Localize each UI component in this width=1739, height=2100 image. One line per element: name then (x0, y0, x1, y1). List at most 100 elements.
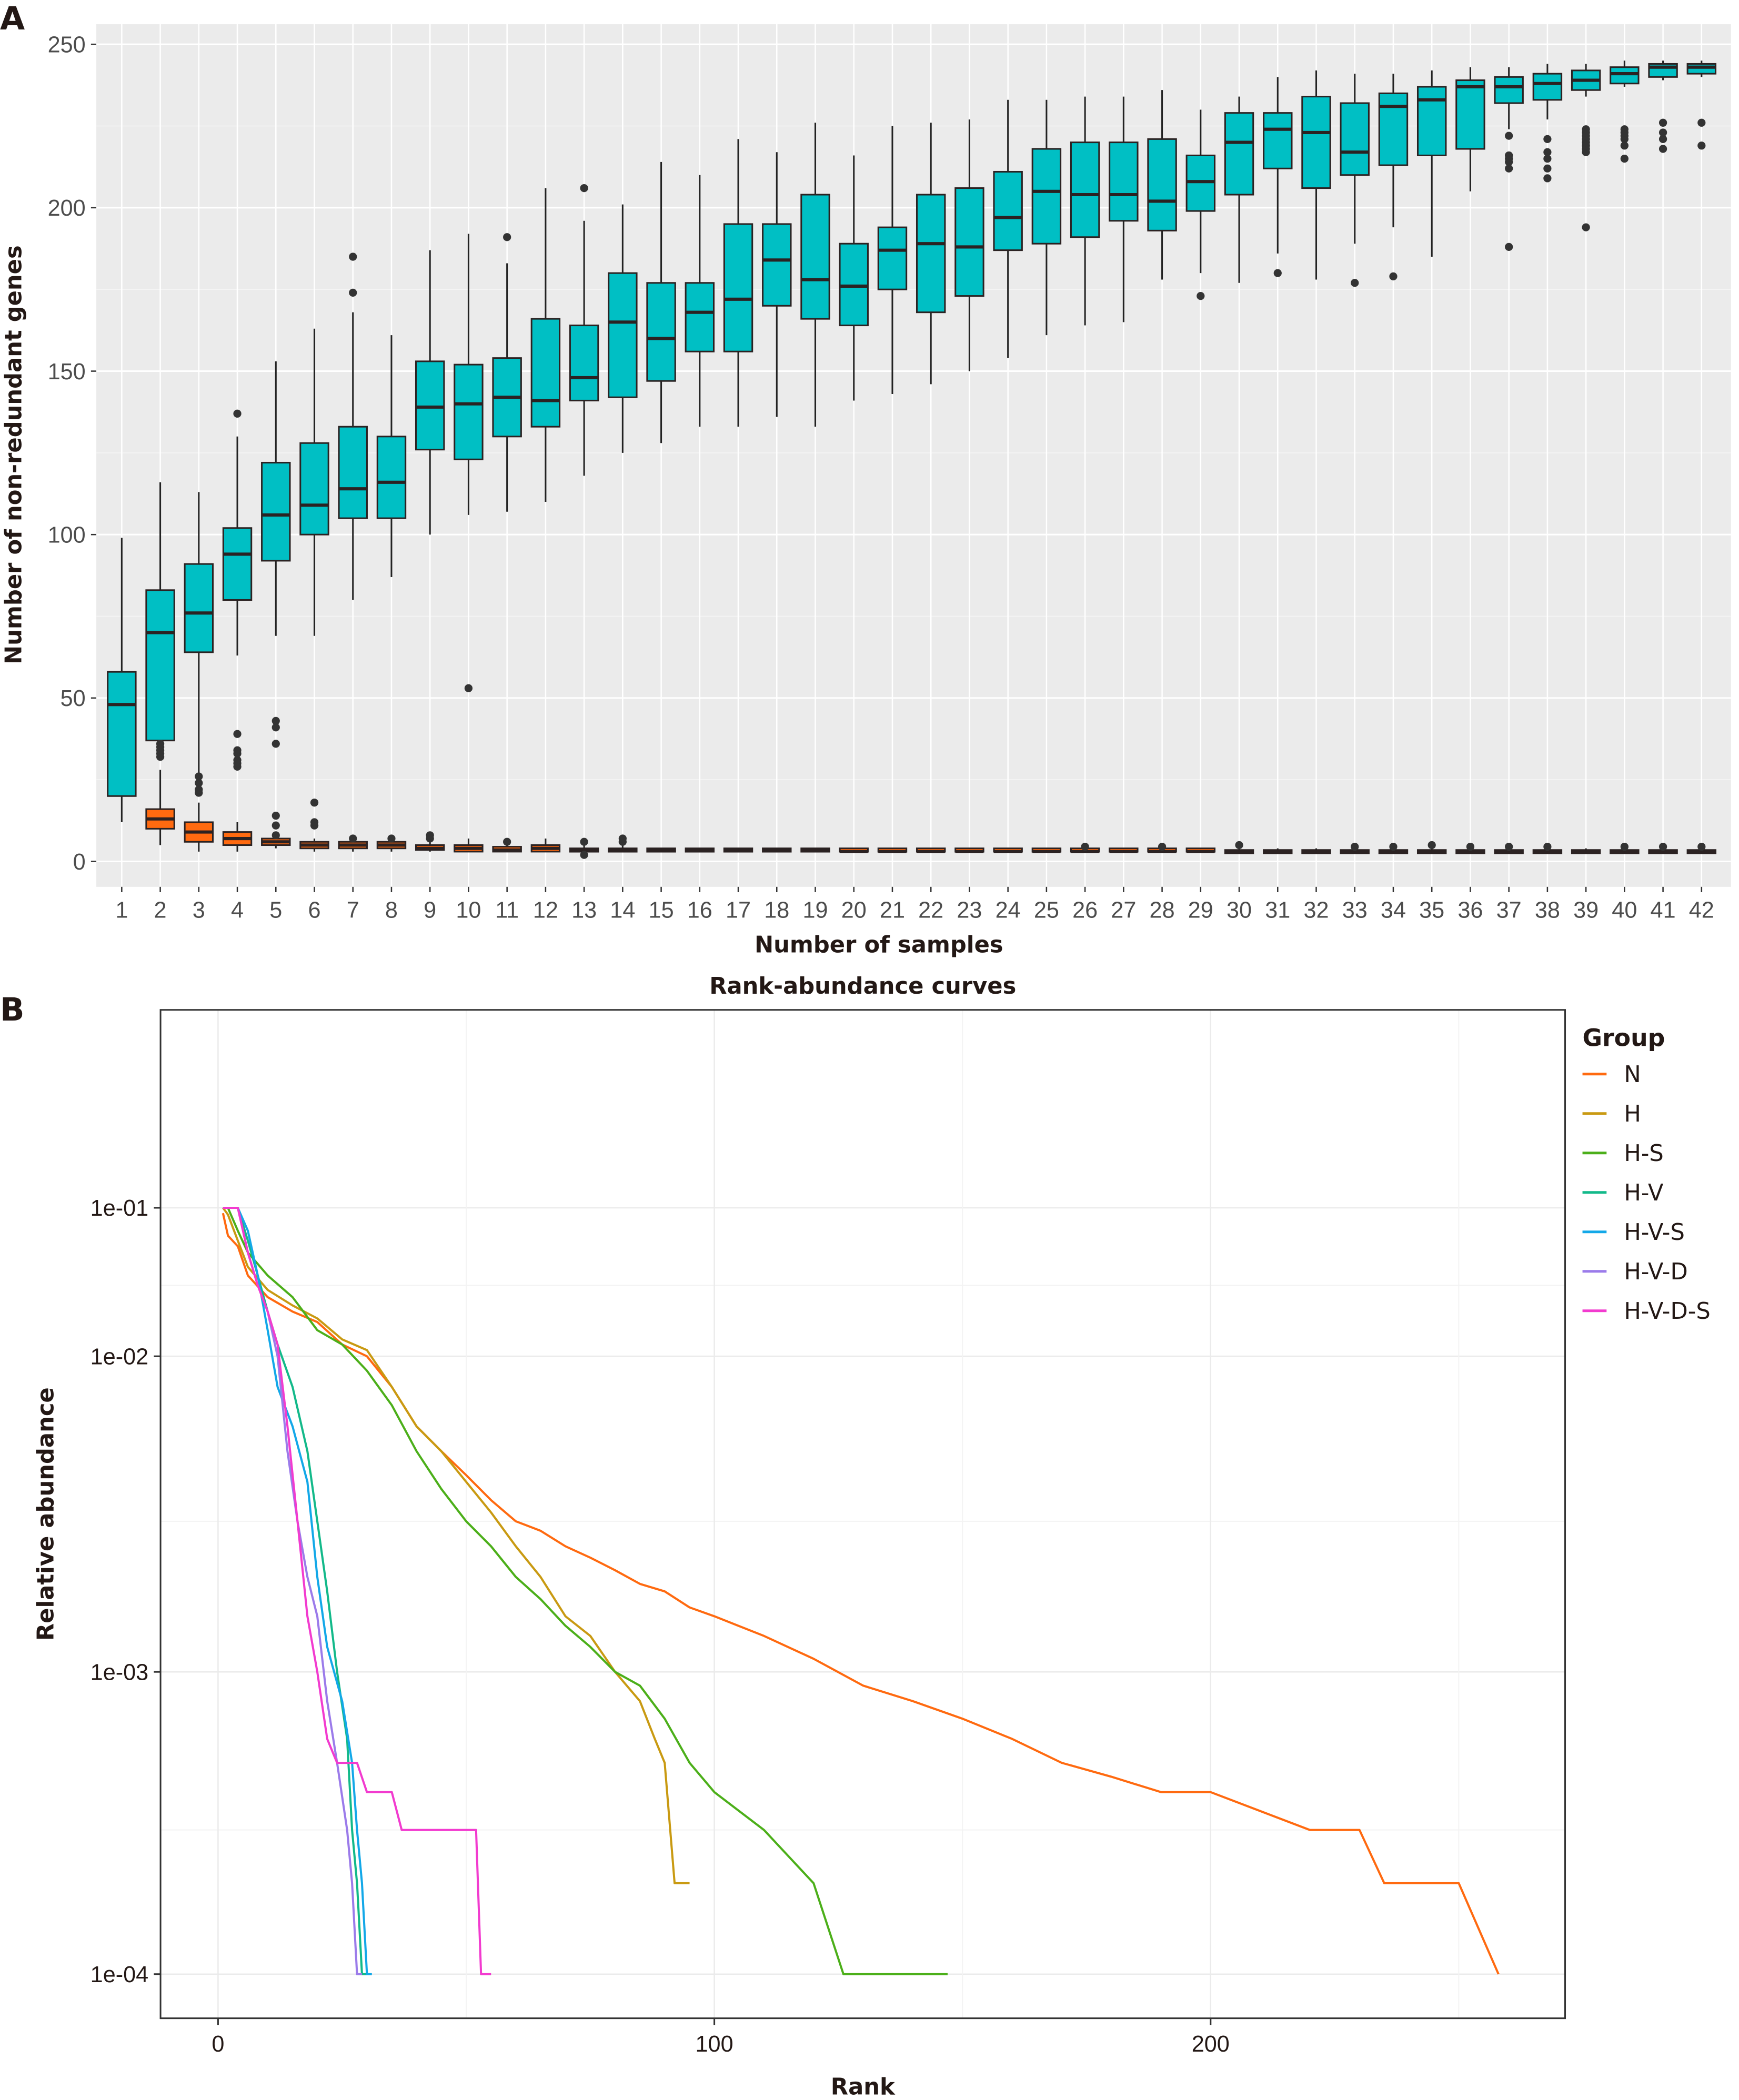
x-tick-label: 2 (154, 897, 167, 923)
x-tick-label: 21 (880, 897, 905, 923)
outlier-point (1582, 125, 1590, 134)
box-iqr (685, 282, 715, 352)
box-pan (376, 335, 407, 577)
box-pan (1340, 74, 1370, 287)
x-axis-b: 0 100 200 (212, 2018, 1230, 2057)
legend-b: Group NH H-S H-V H-V-S H-V-D H-V-D-S (1583, 1024, 1711, 1325)
outlier-point (1620, 125, 1629, 134)
box-iqr (1532, 73, 1563, 101)
box-iqr (184, 563, 214, 653)
x-tick-label: 13 (571, 897, 597, 923)
outlier-point (349, 253, 357, 261)
box-core (839, 847, 869, 853)
outlier-point (1543, 842, 1552, 851)
outlier-point (1697, 842, 1706, 851)
outlier-point (503, 837, 511, 846)
y-tick-label: 200 (48, 196, 86, 221)
x-tick-label: 19 (802, 897, 828, 923)
box-core (1648, 842, 1678, 854)
x-tick-label: 8 (385, 897, 398, 923)
panel-label-b: B (0, 991, 24, 1028)
outlier-point (1351, 279, 1359, 287)
box-core (685, 847, 715, 853)
box-iqr (454, 364, 484, 460)
box-core (916, 847, 946, 853)
outlier-point (195, 772, 203, 781)
x-tick-label: 6 (308, 897, 320, 923)
y-axis-b: 1e-01 1e-02 1e-03 1e-04 (91, 1196, 161, 1987)
outlier-point (580, 837, 588, 846)
box-pan (145, 482, 175, 742)
box-core (261, 716, 291, 849)
box-pan (1070, 96, 1100, 326)
box-iqr (877, 226, 908, 290)
box-iqr (646, 282, 676, 382)
legend-title: Group (1583, 1024, 1665, 1052)
box-iqr (145, 589, 175, 742)
panel-label-a: A (0, 0, 25, 37)
box-core (1494, 842, 1524, 854)
series-line-H (222, 1207, 690, 1884)
box-pan (723, 139, 753, 427)
box-pan (877, 126, 908, 395)
outlier-point (272, 723, 280, 732)
box-iqr (415, 360, 445, 451)
y-tick-label: 1e-03 (91, 1660, 149, 1685)
y-tick-label: 50 (61, 686, 86, 711)
plot-background-a (96, 24, 1731, 887)
box-pan (1686, 60, 1717, 150)
box-core (145, 740, 175, 845)
x-tick-label: 36 (1457, 897, 1483, 923)
x-tick-label: 9 (424, 897, 436, 923)
box-iqr (839, 243, 869, 327)
box-iqr (1455, 79, 1485, 150)
series-line-H-V-S (223, 1206, 372, 1975)
box-pan (107, 538, 137, 822)
outlier-point (1658, 135, 1667, 144)
box-core (1686, 842, 1717, 854)
box-core (530, 839, 561, 853)
x-tick-label: 41 (1651, 897, 1676, 923)
box-core (1571, 848, 1601, 854)
box-pan (454, 234, 484, 692)
box-iqr (530, 318, 561, 428)
box-core (954, 847, 984, 853)
outlier-point (272, 821, 280, 830)
box-core (299, 799, 329, 852)
outlier-point (233, 756, 242, 764)
box-iqr (1340, 102, 1370, 176)
box-iqr (954, 187, 984, 297)
box-pan (608, 204, 638, 453)
x-tick-label: 11 (495, 897, 519, 923)
box-pan (839, 155, 869, 401)
box-pan (569, 184, 599, 476)
outlier-point (1658, 145, 1667, 153)
x-tick-label: 27 (1111, 897, 1136, 923)
box-pan (993, 99, 1023, 358)
x-tick-label: 4 (231, 897, 244, 923)
outlier-point (1158, 842, 1167, 851)
box-core (1147, 842, 1177, 853)
outlier-point (1543, 164, 1552, 173)
x-tick-label: 29 (1188, 897, 1213, 923)
box-iqr (1378, 92, 1409, 166)
x-tick-label: 42 (1689, 897, 1714, 923)
x-tick-label: 18 (764, 897, 789, 923)
y-tick-label: 0 (73, 850, 86, 875)
box-pan (1185, 109, 1216, 300)
box-pan (685, 175, 715, 427)
outlier-point (426, 831, 434, 840)
box-pan (261, 361, 291, 636)
box-core (993, 847, 1023, 853)
box-iqr (723, 223, 753, 352)
box-pan (530, 188, 561, 502)
box-pan (1263, 77, 1293, 277)
box-core (222, 730, 253, 852)
x-axis-a: 1 2 3 4 5 6 7 8 9 10 11 12 13 14 15 16 17 18 19 20 21 22 23 24 2… (115, 886, 1714, 923)
y-tick-label: 1e-01 (91, 1196, 149, 1221)
outlier-point (1505, 243, 1513, 251)
box-iqr (1263, 112, 1293, 169)
box-pan (800, 123, 830, 427)
x-tick-label: 34 (1381, 897, 1406, 923)
outlier-point (1582, 223, 1590, 231)
